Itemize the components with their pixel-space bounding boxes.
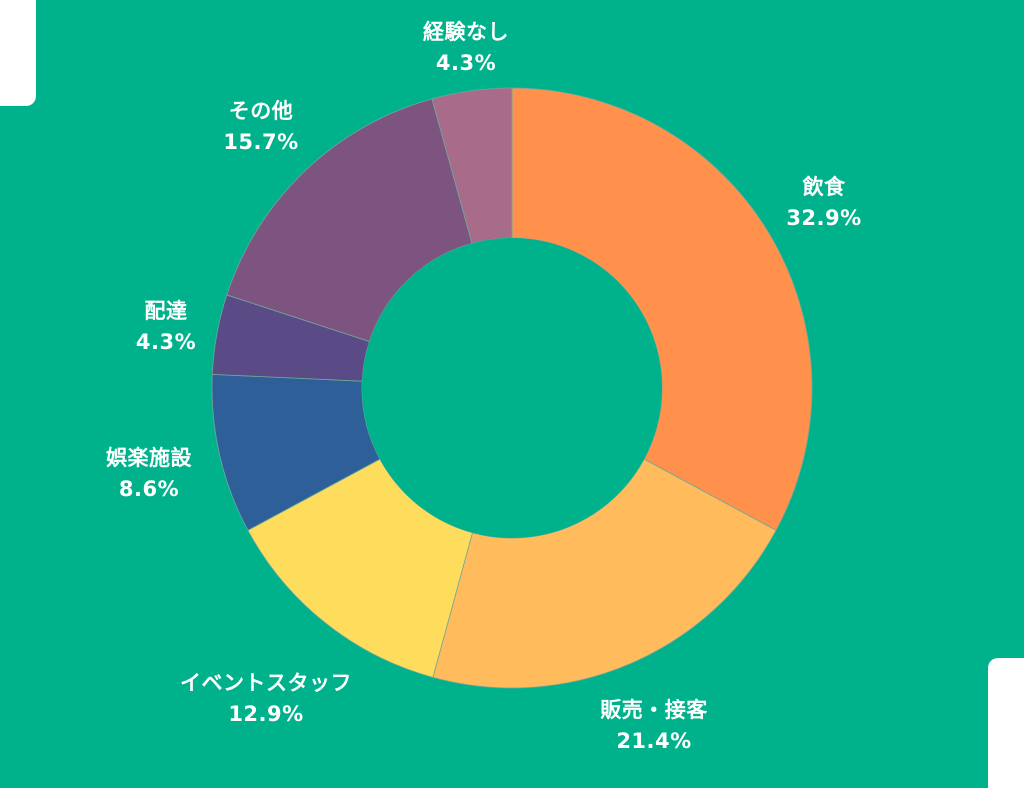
- slice-label-value: 32.9%: [786, 206, 862, 230]
- slice-label-value: 8.6%: [118, 477, 180, 501]
- slice-label-value: 12.9%: [228, 702, 304, 726]
- slice-label-name: イベントスタッフ: [180, 671, 352, 695]
- slice-label-name: 娯楽施設: [106, 446, 192, 470]
- slice-label-name: その他: [228, 99, 294, 123]
- background-card-top-left: [0, 0, 36, 106]
- slice-label-no-experience: 経験なし 4.3%: [423, 17, 509, 79]
- donut-slices: [211, 87, 813, 689]
- donut-chart: [211, 87, 813, 689]
- slice-label-name: 経験なし: [423, 20, 509, 44]
- slice-label-event-staff: イベントスタッフ 12.9%: [180, 668, 352, 730]
- slice-label-name: 配達: [144, 299, 188, 323]
- slice-label-value: 21.4%: [616, 729, 692, 753]
- donut-slice-sales-service: [432, 458, 777, 689]
- slice-label-food: 飲食 32.9%: [786, 172, 861, 234]
- slice-label-sales-service: 販売・接客 21.4%: [600, 695, 708, 757]
- slice-label-name: 飲食: [802, 175, 846, 199]
- slice-label-entertainment: 娯楽施設 8.6%: [106, 443, 192, 505]
- slice-label-value: 4.3%: [135, 330, 197, 354]
- donut-hole: [362, 238, 662, 538]
- slice-label-other: その他 15.7%: [223, 96, 298, 158]
- slice-label-delivery: 配達 4.3%: [136, 296, 196, 358]
- slice-label-name: 販売・接客: [600, 698, 708, 722]
- background-card-bottom-right: [988, 658, 1024, 788]
- slice-label-value: 15.7%: [223, 130, 299, 154]
- slice-label-value: 4.3%: [435, 51, 497, 75]
